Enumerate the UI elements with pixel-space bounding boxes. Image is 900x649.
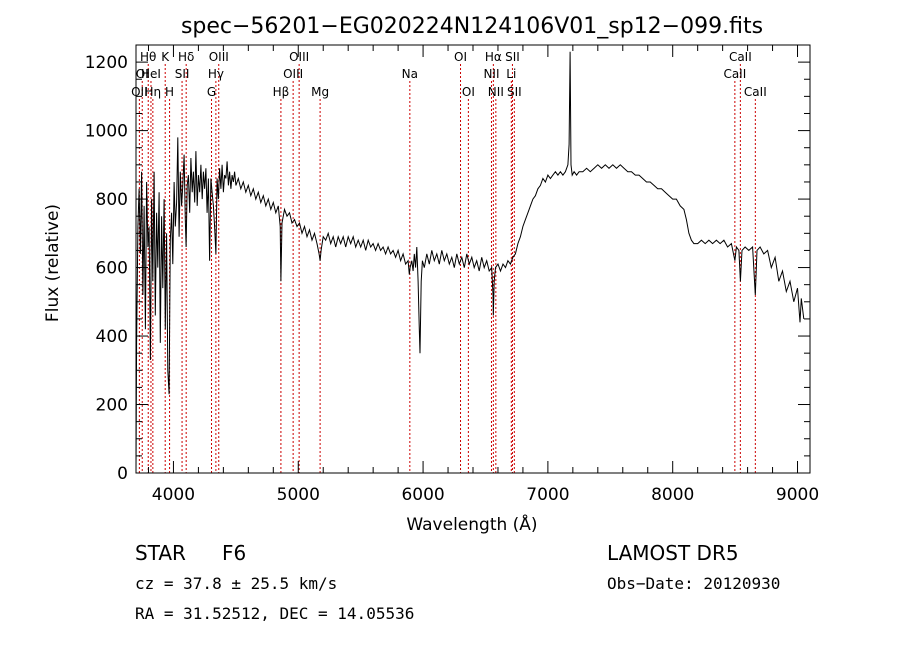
line-marker-label: OIII <box>289 50 309 64</box>
spectral-line-markers <box>138 64 756 473</box>
line-marker-label: CaII <box>729 50 752 64</box>
plot-frame <box>135 44 811 474</box>
spectrum-line <box>135 51 805 474</box>
x-tick-label: 7000 <box>526 485 569 505</box>
survey-label: LAMOST DR5 <box>607 541 739 565</box>
line-marker-label: Hγ <box>208 67 224 81</box>
line-marker-label: CaII <box>744 85 767 99</box>
line-marker-label: NII <box>488 85 504 99</box>
y-tick-label: 400 <box>96 327 128 347</box>
line-marker-label: Hβ <box>273 85 290 99</box>
line-marker-label: Hη <box>145 85 162 99</box>
y-tick-label: 800 <box>96 190 128 210</box>
line-marker-label: CaII <box>723 67 746 81</box>
radec-value: RA = 31.52512, DEC = 14.05536 <box>135 604 414 623</box>
y-axis-label: Flux (relative) <box>43 204 63 322</box>
y-tick-label: 200 <box>96 396 128 416</box>
obs-date: Obs−Date: 20120930 <box>607 574 780 593</box>
cz-value: cz = 37.8 ± 25.5 km/s <box>135 574 337 593</box>
line-marker-label: H <box>165 85 174 99</box>
line-marker-label: SII <box>175 67 190 81</box>
spectral-line-labels: OIIHθOIHeIHηKHSIIHδGHγOIIIHβOIIIOIIIMgNa… <box>131 50 767 99</box>
subclass-label: F6 <box>222 541 246 565</box>
y-tick-label: 1200 <box>85 53 128 73</box>
line-marker-label: Na <box>402 67 418 81</box>
line-marker-label: SII <box>507 85 522 99</box>
line-marker-label: OII <box>131 85 148 99</box>
x-tick-label: 8000 <box>651 485 694 505</box>
line-marker-label: Hθ <box>140 50 156 64</box>
line-marker-label: OI <box>462 85 475 99</box>
line-marker-label: OIII <box>209 50 229 64</box>
line-marker-label: OIII <box>283 67 303 81</box>
x-axis-label: Wavelength (Å) <box>406 513 537 535</box>
line-marker-label: NII <box>483 67 499 81</box>
line-marker-label: Mg <box>311 85 329 99</box>
y-tick-label: 600 <box>96 259 128 279</box>
x-tick-label: 5000 <box>277 485 320 505</box>
x-tick-label: 9000 <box>776 485 819 505</box>
line-marker-label: Hδ <box>178 50 194 64</box>
line-marker-label: OI <box>454 50 467 64</box>
line-marker-label: OI <box>136 67 149 81</box>
x-tick-label: 6000 <box>401 485 444 505</box>
line-marker-label: G <box>207 85 216 99</box>
line-marker-label: SII <box>505 50 520 64</box>
x-tick-label: 4000 <box>152 485 195 505</box>
y-axis-ticks: 0 200 400 600 800 1000 1200 <box>85 53 810 484</box>
x-axis-ticks: 4000 5000 6000 7000 8000 9000 <box>147 45 819 505</box>
line-marker-label: Li <box>506 67 516 81</box>
y-tick-label: 0 <box>117 464 128 484</box>
class-label: STAR <box>135 541 186 565</box>
line-marker-label: HeI <box>141 67 161 81</box>
line-marker-label: K <box>161 50 170 64</box>
chart-title: spec−56201−EG020224N124106V01_sp12−099.f… <box>181 14 763 39</box>
line-marker-label: Hα <box>485 50 502 64</box>
y-tick-label: 1000 <box>85 122 128 142</box>
